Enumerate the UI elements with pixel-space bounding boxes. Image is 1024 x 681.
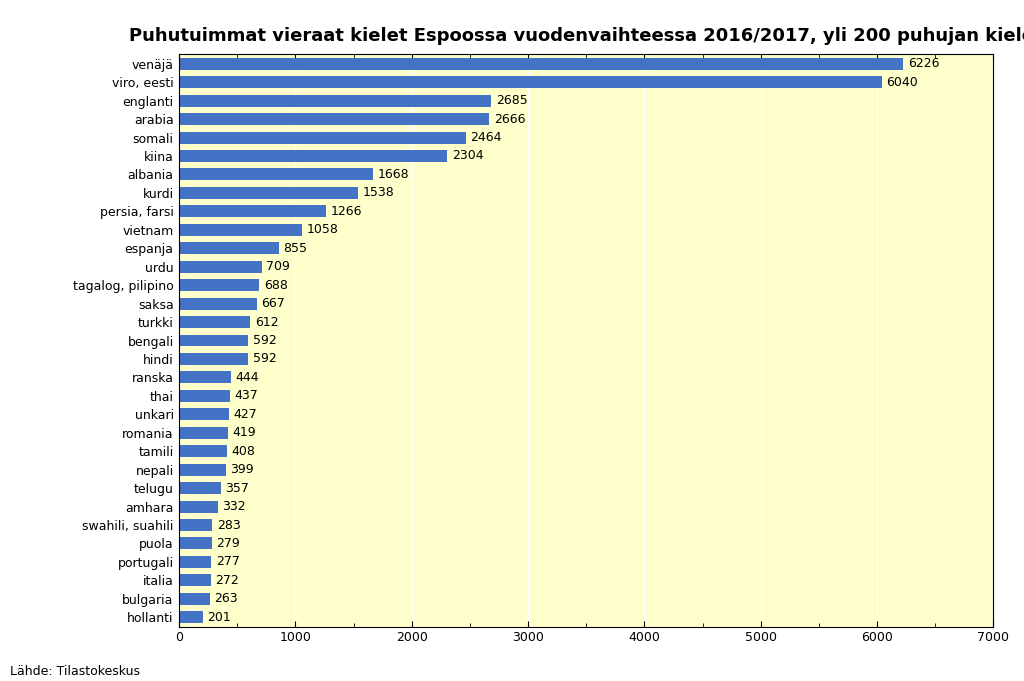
Text: 263: 263 xyxy=(214,592,238,605)
Bar xyxy=(179,556,211,568)
Bar xyxy=(179,261,262,272)
Bar xyxy=(179,390,230,402)
Text: 357: 357 xyxy=(225,481,249,494)
Bar xyxy=(179,427,228,439)
Text: 1668: 1668 xyxy=(378,168,410,181)
Text: 6226: 6226 xyxy=(908,57,939,70)
Bar xyxy=(179,501,218,513)
Text: 1538: 1538 xyxy=(362,187,394,200)
Text: 419: 419 xyxy=(232,426,256,439)
Bar xyxy=(179,131,466,144)
Bar xyxy=(179,298,257,310)
Bar xyxy=(179,58,903,69)
Bar xyxy=(179,445,226,457)
Text: 709: 709 xyxy=(266,260,290,273)
Text: 592: 592 xyxy=(253,334,276,347)
Text: Lähde: Tilastokeskus: Lähde: Tilastokeskus xyxy=(10,665,140,678)
Bar xyxy=(179,612,203,623)
Bar xyxy=(179,519,212,531)
Bar xyxy=(179,409,228,420)
Bar xyxy=(179,334,248,347)
Bar xyxy=(179,464,225,475)
Bar xyxy=(179,76,882,88)
Text: 437: 437 xyxy=(234,390,258,402)
Text: 279: 279 xyxy=(216,537,240,550)
Text: 612: 612 xyxy=(255,315,279,328)
Bar xyxy=(179,593,210,605)
Bar xyxy=(179,206,327,217)
Bar xyxy=(179,482,221,494)
Text: 2666: 2666 xyxy=(494,112,525,125)
Bar xyxy=(179,95,492,107)
Bar xyxy=(179,168,373,180)
Bar xyxy=(179,537,212,550)
Text: 399: 399 xyxy=(230,463,254,476)
Text: 427: 427 xyxy=(233,408,257,421)
Text: 667: 667 xyxy=(261,297,285,310)
Bar xyxy=(179,150,447,162)
Text: 444: 444 xyxy=(236,371,259,384)
Text: 201: 201 xyxy=(207,611,231,624)
Text: 2304: 2304 xyxy=(452,149,483,163)
Bar xyxy=(179,371,230,383)
Text: 688: 688 xyxy=(264,279,288,291)
Title: Puhutuimmat vieraat kielet Espoossa vuodenvaihteessa 2016/2017, yli 200 puhujan : Puhutuimmat vieraat kielet Espoossa vuod… xyxy=(129,27,1024,44)
Text: 1266: 1266 xyxy=(331,205,362,218)
Text: 855: 855 xyxy=(284,242,307,255)
Text: 277: 277 xyxy=(216,556,240,569)
Text: 408: 408 xyxy=(231,445,255,458)
Text: 332: 332 xyxy=(222,500,246,513)
Text: 272: 272 xyxy=(215,574,240,587)
Bar xyxy=(179,353,248,365)
Bar xyxy=(179,574,211,586)
Bar xyxy=(179,316,251,328)
Text: 283: 283 xyxy=(217,518,241,532)
Bar xyxy=(179,187,358,199)
Bar xyxy=(179,242,279,254)
Bar xyxy=(179,113,489,125)
Text: 592: 592 xyxy=(253,353,276,366)
Text: 1058: 1058 xyxy=(307,223,339,236)
Text: 2685: 2685 xyxy=(496,94,527,107)
Bar xyxy=(179,279,259,291)
Text: 6040: 6040 xyxy=(887,76,919,89)
Bar xyxy=(179,224,302,236)
Text: 2464: 2464 xyxy=(470,131,502,144)
